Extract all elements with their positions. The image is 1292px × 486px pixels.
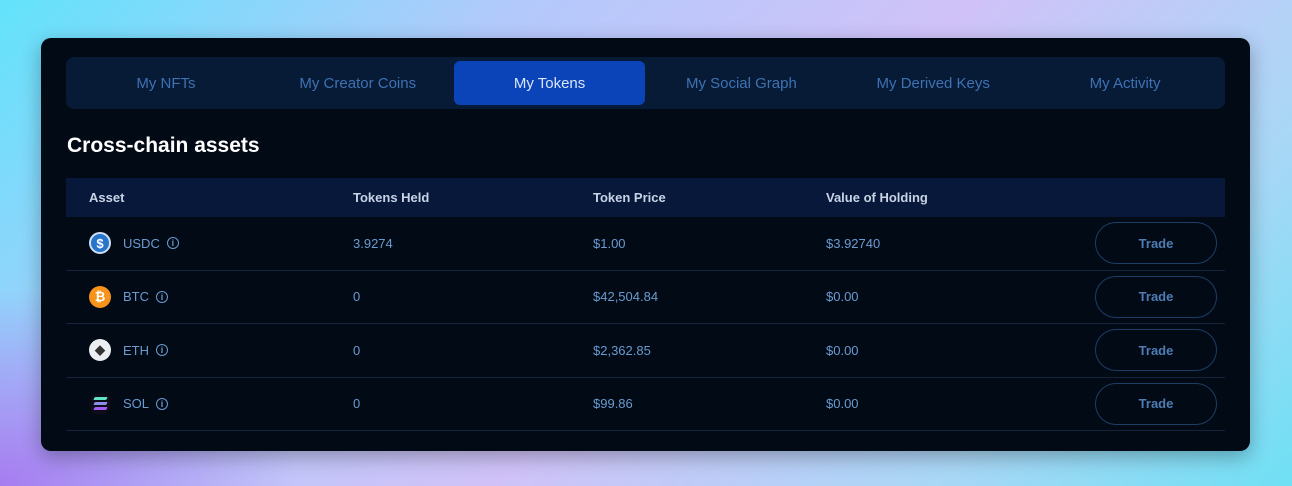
tab-my-creator-coins[interactable]: My Creator Coins (299, 74, 417, 92)
tab-my-nfts[interactable]: My NFTs (136, 74, 196, 92)
holding-value: $0.00 (826, 342, 859, 358)
asset-name: SOL (123, 396, 150, 412)
tokens-held: 0 (353, 289, 361, 305)
token-price: $42,504.84 (593, 289, 659, 305)
section-title: Cross-chain assets (67, 134, 260, 157)
tab-my-tokens[interactable]: My Tokens (453, 61, 646, 105)
header-asset: Asset (89, 190, 125, 205)
tokens-held: 0 (353, 396, 361, 412)
asset-name: BTC (123, 289, 149, 305)
trade-button[interactable]: Trade (1095, 275, 1217, 318)
sol-icon (89, 392, 111, 415)
assets-card: My NFTs My Creator Coins My Tokens My So… (41, 38, 1250, 451)
info-icon[interactable]: i (156, 397, 169, 410)
header-tokens-held: Tokens Held (353, 190, 430, 205)
table-row: SOL i 0 $99.86 $0.00 Trade (66, 378, 1225, 431)
trade-button[interactable]: Trade (1095, 382, 1217, 425)
tokens-held: 0 (353, 342, 361, 358)
usdc-icon: $ (89, 232, 111, 255)
info-icon[interactable]: i (156, 344, 168, 357)
tab-bar: My NFTs My Creator Coins My Tokens My So… (66, 57, 1225, 109)
table-row: $ USDC i 3.9274 $1.00 $3.92740 Trade (66, 217, 1225, 271)
info-icon[interactable]: i (166, 237, 179, 250)
trade-button[interactable]: Trade (1095, 222, 1217, 265)
tab-my-social-graph[interactable]: My Social Graph (685, 74, 797, 92)
trade-button[interactable]: Trade (1095, 329, 1217, 372)
tokens-held: 3.9274 (353, 235, 393, 251)
table-row: ₿ BTC i 0 $42,504.84 $0.00 Trade (66, 271, 1225, 324)
tab-my-activity[interactable]: My Activity (1089, 74, 1161, 92)
token-price: $2,362.85 (593, 342, 651, 358)
assets-table: Asset Tokens Held Token Price Value of H… (66, 178, 1225, 431)
asset-name: ETH (123, 342, 149, 358)
eth-icon: ◆ (89, 339, 111, 362)
holding-value: $0.00 (826, 396, 859, 412)
header-token-price: Token Price (593, 190, 666, 205)
asset-name: USDC (123, 235, 160, 251)
info-icon[interactable]: i (156, 290, 168, 303)
tab-my-derived-keys[interactable]: My Derived Keys (876, 74, 990, 92)
token-price: $99.86 (593, 396, 633, 412)
holding-value: $3.92740 (826, 235, 881, 251)
btc-icon: ₿ (89, 285, 111, 308)
token-price: $1.00 (593, 235, 626, 251)
table-row: ◆ ETH i 0 $2,362.85 $0.00 Trade (66, 324, 1225, 378)
header-value: Value of Holding (826, 190, 928, 205)
table-header: Asset Tokens Held Token Price Value of H… (66, 178, 1225, 217)
holding-value: $0.00 (826, 289, 859, 305)
